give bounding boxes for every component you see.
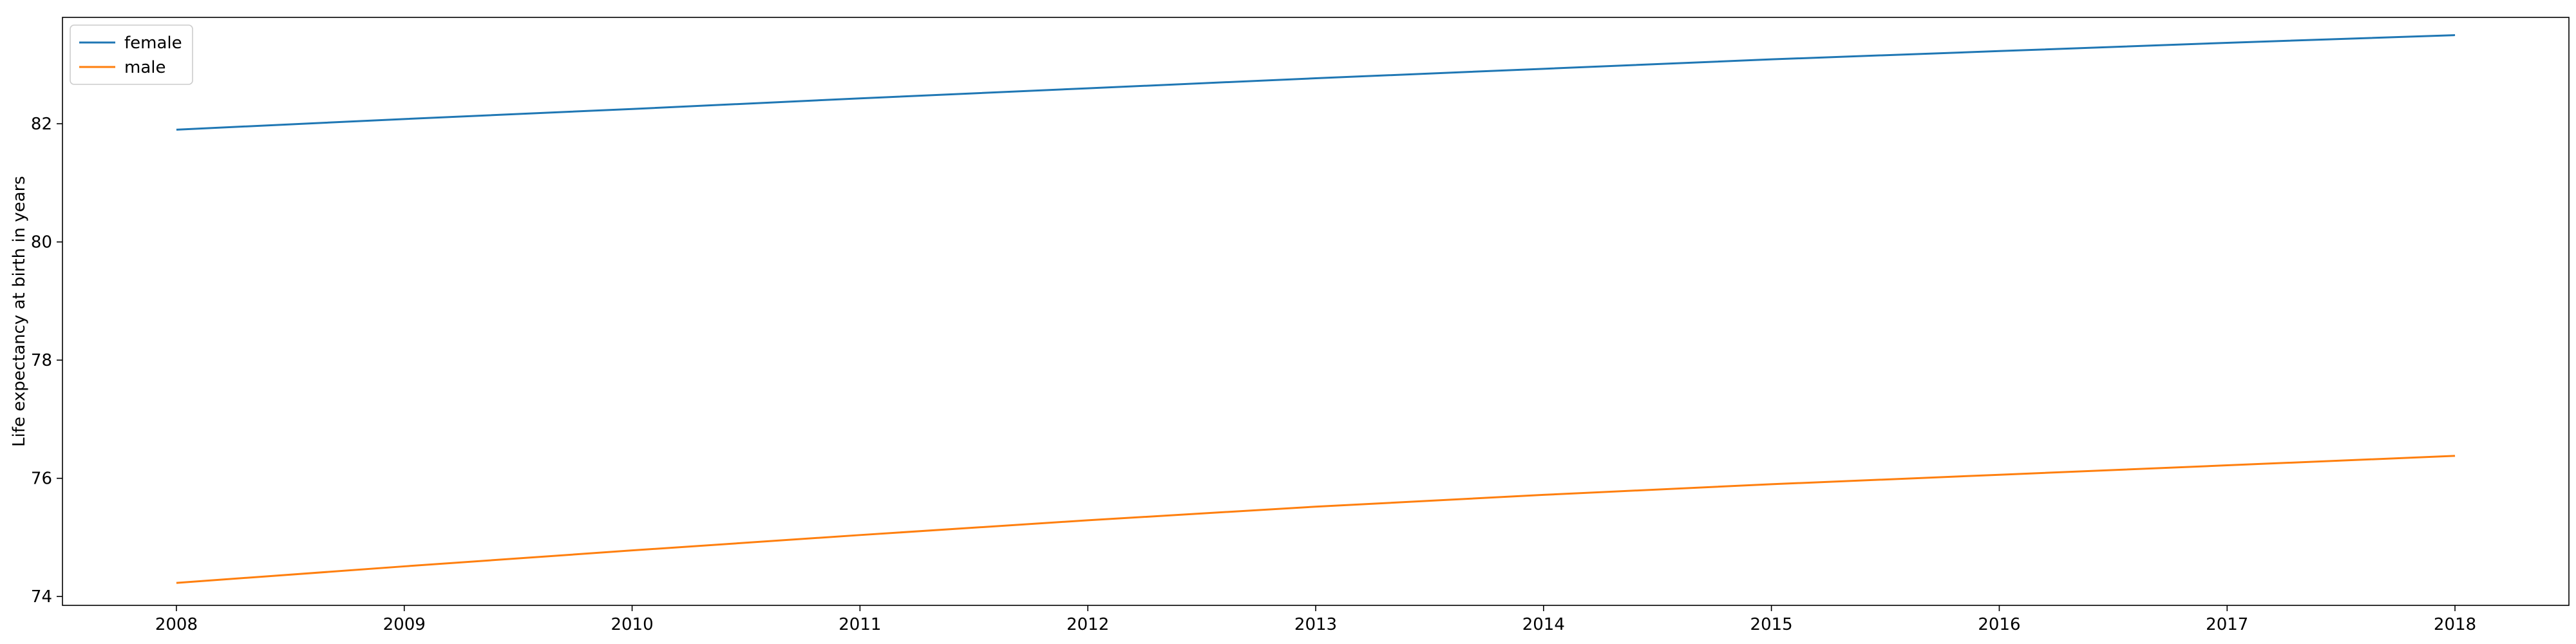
x-tick-label: 2010 xyxy=(611,615,653,634)
series-line-male xyxy=(176,455,2456,584)
x-tick-label: 2014 xyxy=(1522,615,1565,634)
plot-area-frame xyxy=(62,17,2570,606)
legend: female male xyxy=(70,24,193,85)
x-tick-label: 2017 xyxy=(2206,615,2248,634)
y-tick-label: 74 xyxy=(31,587,52,607)
y-tick-label: 78 xyxy=(31,351,52,370)
series-line-female xyxy=(176,34,2456,131)
y-axis-label: Life expectancy at birth in years xyxy=(10,176,29,447)
x-tick-label: 2009 xyxy=(383,615,426,634)
series-layer xyxy=(176,34,2456,584)
y-axis: 74 76 78 80 82 xyxy=(31,115,62,607)
y-tick-label: 76 xyxy=(31,469,52,489)
y-tick-label: 80 xyxy=(31,233,52,252)
x-tick-label: 2018 xyxy=(2434,615,2476,634)
legend-box xyxy=(70,24,193,85)
y-tick-label: 82 xyxy=(31,115,52,134)
x-tick-label: 2015 xyxy=(1750,615,1793,634)
legend-label-male: male xyxy=(124,58,166,77)
x-tick-label: 2013 xyxy=(1294,615,1337,634)
x-tick-label: 2008 xyxy=(155,615,198,634)
x-tick-label: 2016 xyxy=(1978,615,2020,634)
x-tick-label: 2012 xyxy=(1066,615,1109,634)
x-tick-label: 2011 xyxy=(838,615,881,634)
x-axis: 2008 2009 2010 2011 2012 2013 2014 2015 2016 2017… xyxy=(155,605,2476,634)
legend-label-female: female xyxy=(124,33,182,53)
